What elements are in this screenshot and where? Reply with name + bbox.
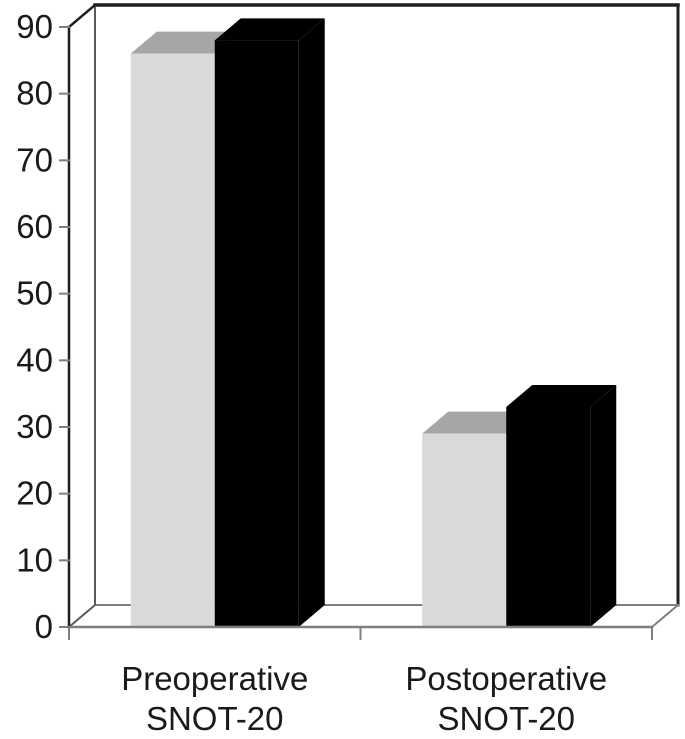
bar-pre-gray-top-face bbox=[130, 31, 241, 54]
bar-post-black-top-face bbox=[506, 385, 617, 407]
bar-pre-black-front-face bbox=[214, 40, 299, 628]
plot-top-left-depth-edge bbox=[67, 3, 97, 29]
y-axis-tick-label: 90 bbox=[16, 8, 53, 45]
bar-post-black-front-face bbox=[506, 407, 591, 627]
bar-pre-black-top-face bbox=[214, 18, 325, 41]
x-axis-category-label: SNOT-20 bbox=[146, 700, 284, 737]
x-axis-category-label: Postoperative bbox=[405, 660, 607, 697]
x-axis-category-label: Preoperative bbox=[121, 660, 308, 697]
x-axis-category-label: SNOT-20 bbox=[437, 700, 575, 737]
bar-post-black-side-face bbox=[590, 385, 617, 627]
y-axis-tick-label: 0 bbox=[35, 608, 53, 645]
y-axis-tick-label: 50 bbox=[16, 275, 53, 312]
y-axis-tick-label: 60 bbox=[16, 208, 53, 245]
bar-pre-gray-front-face bbox=[130, 53, 215, 627]
plot-bottom-left-depth-edge bbox=[67, 603, 97, 629]
y-axis-tick-label: 30 bbox=[16, 408, 53, 445]
plot-bottom-right-depth-edge bbox=[650, 603, 680, 629]
bar-post-gray-top-face bbox=[422, 411, 533, 434]
y-axis-tick-label: 40 bbox=[16, 341, 53, 378]
bar-post-gray-front-face bbox=[422, 433, 507, 627]
y-axis-tick-label: 20 bbox=[16, 475, 53, 512]
y-axis-tick-label: 70 bbox=[16, 141, 53, 178]
y-axis-tick-label: 80 bbox=[16, 75, 53, 112]
bar-pre-black-side-face bbox=[298, 18, 325, 628]
y-axis-tick-label: 10 bbox=[16, 541, 53, 578]
